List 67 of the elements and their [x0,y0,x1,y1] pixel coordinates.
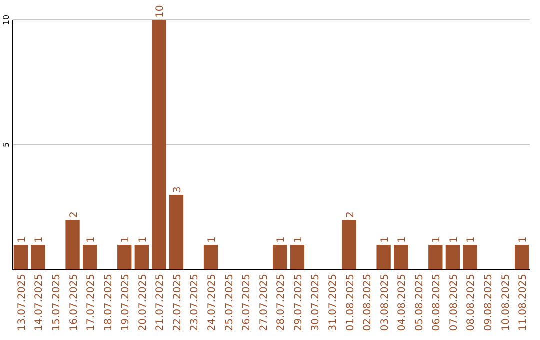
x-tick-label: 14.07.2025 [34,274,46,332]
data-label: 3 [172,186,184,193]
x-tick-label: 21.07.2025 [155,274,166,332]
x-tick-label: 05.08.2025 [414,274,426,332]
bar [342,220,356,270]
x-tick-label: 15.07.2025 [52,274,63,332]
data-label: 1 [86,236,98,243]
bar [66,220,80,270]
bar [31,245,46,270]
y-tick-label: 5 [2,142,11,148]
x-tick-label: 07.08.2025 [448,274,460,332]
data-label: 2 [345,212,356,218]
bar [376,245,391,270]
data-label: 1 [34,236,46,243]
x-tick-label: 09.08.2025 [483,274,494,332]
x-tick-label: 02.08.2025 [362,274,374,332]
bar [290,245,305,270]
x-tick-label: 03.08.2025 [380,274,391,332]
bar [273,245,288,270]
data-label: 1 [448,236,460,243]
data-label: 1 [380,236,391,243]
x-tick-label: 16.07.2025 [68,274,80,332]
x-tick-label: 20.07.2025 [138,274,149,332]
bar [446,245,460,270]
bar [169,195,184,270]
x-tick-label: 01.08.2025 [345,274,356,332]
x-tick-label: 26.07.2025 [242,274,253,332]
x-tick-label: 24.07.2025 [207,274,218,332]
data-label: 1 [16,236,28,243]
x-tick-label: 28.07.2025 [276,274,288,332]
data-label: 1 [518,236,530,243]
data-label: 1 [432,236,443,243]
bar [82,245,98,270]
x-tick-label: 22.07.2025 [172,274,184,332]
bar [463,245,478,270]
data-label: 1 [276,236,288,243]
data-label: 1 [293,236,304,243]
x-tick-label: 18.07.2025 [103,274,114,332]
x-tick-label: 25.07.2025 [224,274,236,332]
x-tick-label: 10.08.2025 [500,274,512,332]
data-label: 1 [207,236,218,243]
x-tick-label: 17.07.2025 [86,274,98,332]
bar [14,245,28,270]
data-label: 2 [68,212,80,218]
bar [152,20,166,270]
bar [428,245,443,270]
x-tick-label: 06.08.2025 [432,274,443,332]
x-tick-label: 13.07.2025 [16,274,28,332]
x-tick-label: 23.07.2025 [190,274,201,332]
x-tick-label: 11.08.2025 [518,274,530,332]
x-tick-label: 30.07.2025 [310,274,322,332]
x-tick-label: 04.08.2025 [397,274,408,332]
x-tick-label: 31.07.2025 [328,274,339,332]
data-label: 1 [466,236,478,243]
x-tick-label: 27.07.2025 [258,274,270,332]
bar [204,245,218,270]
data-label: 1 [120,236,132,243]
x-tick-label: 19.07.2025 [120,274,132,332]
bar [118,245,132,270]
data-label: 1 [397,236,408,243]
data-label: 1 [138,236,149,243]
bar [514,245,530,270]
x-tick-label: 29.07.2025 [293,274,304,332]
bar [394,245,408,270]
data-label: 10 [155,5,166,18]
bar [134,245,149,270]
x-tick-label: 08.08.2025 [466,274,478,332]
